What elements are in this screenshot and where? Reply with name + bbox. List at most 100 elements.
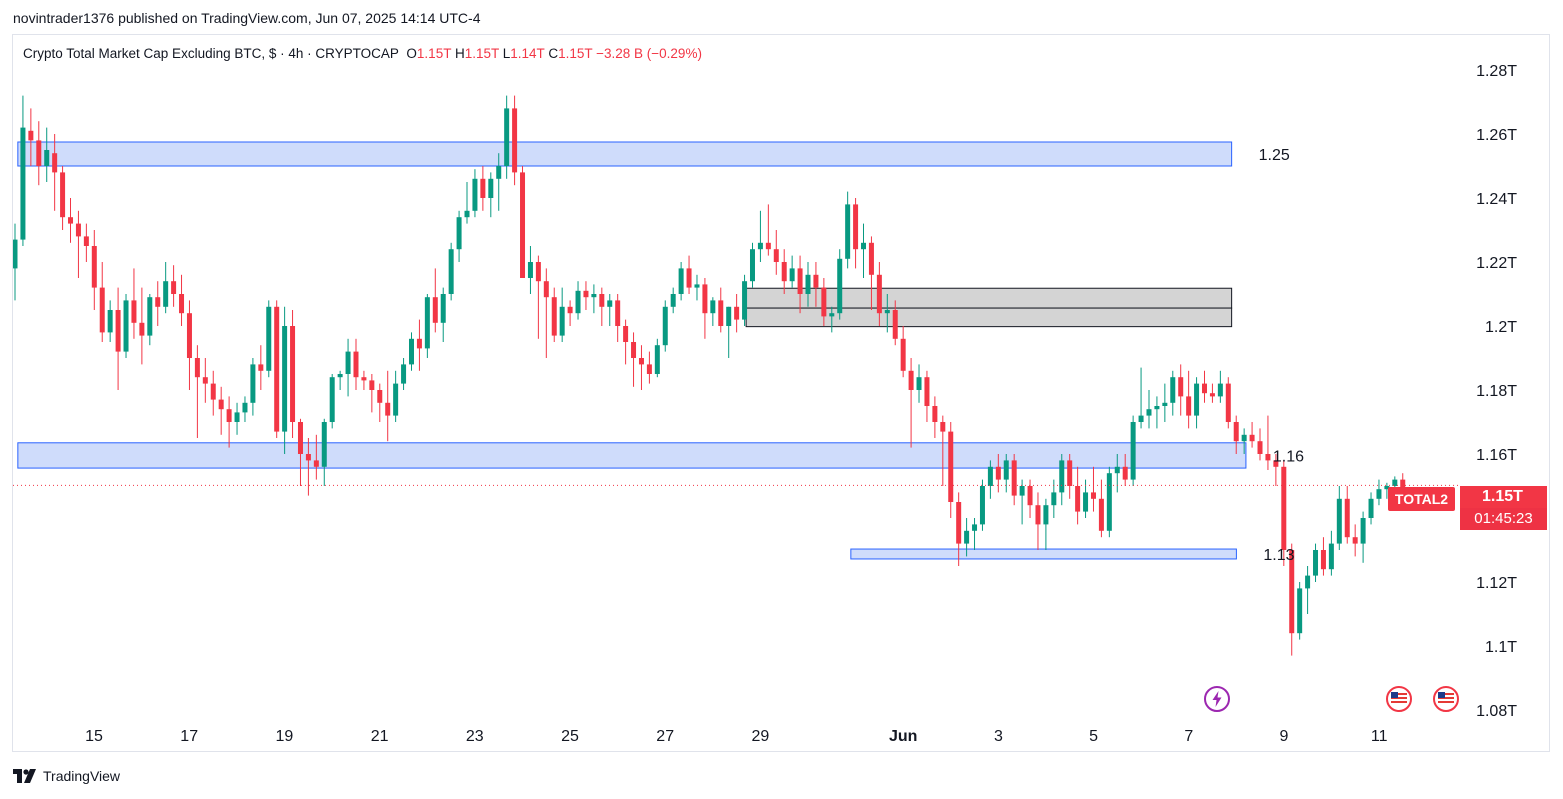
zone-blue (17, 442, 1247, 469)
candle (36, 121, 42, 186)
candle-body (765, 242, 771, 250)
candle-body (1122, 466, 1128, 480)
candle-body (123, 300, 129, 352)
candle (68, 198, 74, 243)
candle (797, 255, 803, 314)
candle-body (884, 310, 890, 314)
candle-body (1281, 466, 1287, 550)
candle-body (607, 300, 613, 307)
legend-open-label: O (406, 46, 417, 61)
candle-body (1352, 537, 1358, 544)
candle (321, 418, 327, 486)
zone-gray (745, 287, 1233, 309)
candle (995, 454, 1001, 493)
candle (543, 268, 549, 358)
candle (631, 332, 637, 387)
legend-title: Crypto Total Market Cap Excluding BTC, $… (23, 46, 399, 61)
candle (337, 370, 343, 390)
candle (1241, 428, 1247, 454)
candle (75, 210, 81, 278)
us-flag-icon[interactable] (1432, 685, 1460, 713)
candle-body (456, 217, 462, 250)
candle (274, 300, 280, 438)
candle-body (924, 377, 930, 406)
candle (115, 287, 121, 390)
candle (1194, 377, 1200, 429)
candle (1154, 396, 1160, 429)
candle-body (1162, 402, 1168, 406)
candle-body (1392, 479, 1398, 486)
candle (28, 108, 34, 166)
candle (1265, 415, 1271, 470)
candle-body (1090, 492, 1096, 499)
zone-label: 1.13 (1263, 547, 1294, 564)
candle-body (520, 172, 526, 278)
candle (290, 310, 296, 438)
us-flag-icon[interactable] (1385, 685, 1413, 713)
candle-body (694, 284, 700, 288)
lightning-icon[interactable] (1203, 685, 1231, 713)
candle-body (527, 262, 533, 278)
candle-body (535, 262, 541, 282)
candle (1217, 370, 1223, 403)
candle-body (1194, 383, 1200, 416)
candle-body (1376, 489, 1382, 499)
candle (432, 268, 438, 333)
candle-body (868, 242, 874, 275)
candle (250, 358, 256, 416)
y-axis-tick-label: 1.12T (1476, 575, 1517, 592)
candle-body (131, 300, 137, 323)
candle-body (1320, 550, 1326, 570)
candle-body (1083, 492, 1089, 512)
candle (282, 306, 288, 454)
candle-body (543, 281, 549, 298)
candle-body (1186, 396, 1192, 416)
x-axis-tick-label: 29 (752, 728, 770, 745)
y-axis-tick-label: 1.1T (1485, 639, 1517, 656)
candle-body (480, 178, 486, 198)
candle (155, 281, 161, 326)
candle (575, 281, 581, 320)
candle-body (845, 204, 851, 259)
candle (1162, 383, 1168, 422)
candle (749, 242, 755, 288)
candle (416, 319, 422, 371)
candle-body (1289, 550, 1295, 634)
candle-body (1209, 393, 1215, 397)
candle-body (1257, 441, 1263, 454)
candle-body (702, 284, 708, 314)
y-axis-tick-label: 1.26T (1476, 127, 1517, 144)
candle-body (1368, 498, 1374, 518)
candle (853, 198, 859, 269)
candle-body (1011, 460, 1017, 496)
tradingview-wordmark: TradingView (43, 768, 121, 784)
candle-body (448, 249, 454, 294)
candle (210, 370, 216, 416)
candle (409, 332, 414, 371)
zone-blue (850, 548, 1237, 560)
candle-body (773, 249, 779, 262)
candle-body (504, 108, 510, 166)
candle-body (1130, 422, 1136, 480)
candle (1178, 364, 1184, 416)
zone-label: 1.16 (1273, 448, 1304, 465)
candle-body (385, 402, 391, 416)
candle (329, 374, 335, 429)
zone-gray (745, 307, 1233, 328)
candle (1209, 383, 1215, 403)
candle (496, 153, 502, 211)
candle (670, 287, 676, 314)
candle (646, 351, 652, 384)
candle-body (28, 130, 34, 141)
candle (1011, 454, 1017, 506)
candle-body (186, 313, 192, 358)
legend-high-value: 1.15T (464, 46, 499, 61)
tradingview-brand[interactable]: TradingView (13, 768, 120, 784)
candle (1328, 530, 1334, 576)
candle (1273, 454, 1279, 486)
x-axis-tick-label: 15 (85, 728, 103, 745)
candle-body (1249, 434, 1255, 442)
candle-body (638, 358, 644, 365)
candle-body (726, 306, 732, 326)
